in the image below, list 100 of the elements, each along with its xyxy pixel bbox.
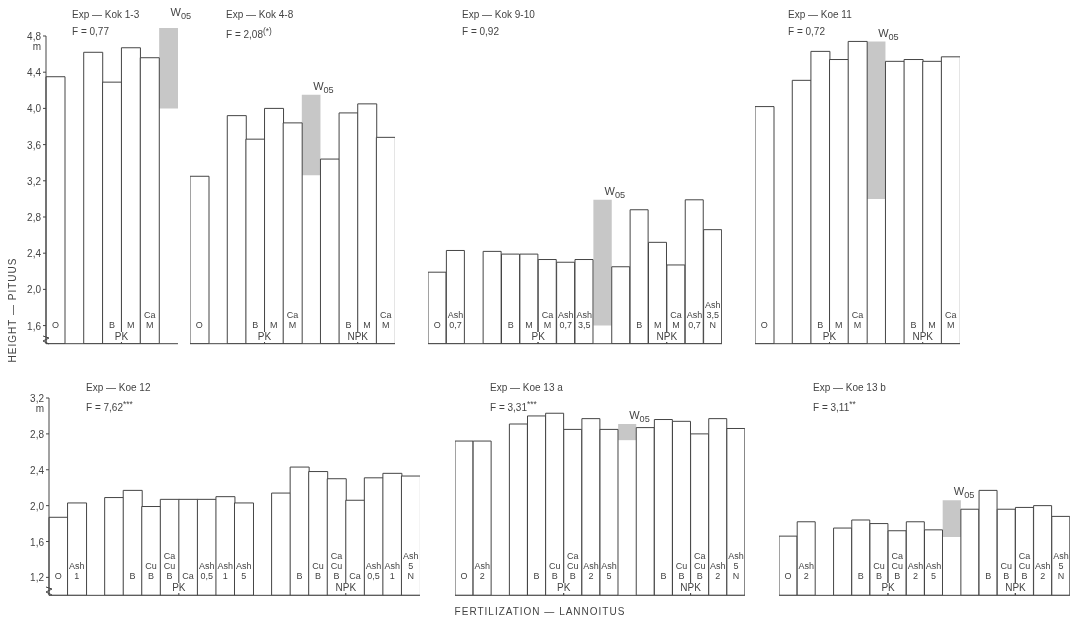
x-tick-label: Ash 2	[474, 560, 490, 581]
x-tick-label: M	[525, 319, 533, 330]
x-axis-title: FERTILIZATION — LANNOITUS	[454, 606, 626, 617]
y-tick-label: 3,2	[27, 176, 42, 188]
annotation: PK	[113, 331, 130, 342]
x-tick-label: Ash 0,7	[558, 309, 574, 330]
chart-title: Exp — Koe 11	[788, 9, 852, 20]
y-tick-label: 3,2 m	[30, 392, 45, 414]
x-tick-label: Cu B	[145, 560, 157, 581]
band-label: W$_{05}$	[629, 408, 650, 424]
band-label: W$_{05}$	[953, 484, 975, 501]
annotation: NPK	[679, 582, 702, 593]
x-tick-label: Ash 2	[798, 560, 815, 581]
y-tick-label: 1,2	[30, 572, 45, 584]
x-tick-label: B	[109, 319, 115, 330]
x-tick-label: Ca	[182, 570, 194, 581]
x-tick-label: Cu B	[1000, 560, 1013, 581]
annotation: NPK	[334, 582, 358, 593]
x-tick-label: Ca M	[541, 309, 554, 330]
chart-title: Exp — Koe 13 b	[813, 382, 886, 393]
x-tick-label: B	[252, 319, 259, 330]
band-label: W$_{05}$	[313, 80, 334, 96]
x-tick-label: B	[660, 570, 667, 581]
x-tick-label: Ca M	[944, 309, 957, 330]
annotation: PK	[556, 582, 572, 593]
x-tick-label: Ash 5 N	[728, 550, 744, 581]
x-tick-label: Ca M	[143, 309, 156, 330]
chart-title: Exp — Koe 12	[86, 382, 151, 393]
x-tick-label: Ash 1	[69, 560, 85, 581]
x-tick-label: B	[345, 319, 352, 330]
chart-subtitle: F = 0,92	[462, 26, 499, 37]
y-tick-label: 4,0	[27, 103, 42, 115]
chart-subtitle: F = 2,08$^{(*)}$	[226, 26, 272, 41]
x-tick-label: Cu B	[675, 560, 688, 581]
x-tick-label: Ca M	[379, 309, 392, 330]
chart-title: Exp — Kok 1-3	[72, 9, 140, 20]
x-tick-label: M	[835, 319, 843, 330]
x-tick-label: B	[817, 319, 824, 330]
y-tick-label: 4,4	[27, 67, 42, 79]
chart-title: Exp — Kok 4-8	[226, 9, 294, 20]
x-tick-label: Ash 0,7	[686, 309, 703, 330]
x-tick-label: Ash 3,5	[576, 309, 592, 330]
annotation: PK	[256, 331, 273, 342]
y-tick-label: 2,4	[27, 248, 42, 260]
x-tick-label: B	[507, 319, 514, 330]
y-tick-label: 1,6	[30, 536, 45, 548]
chart-subtitle: F = 0,72	[788, 26, 825, 37]
annotation: PK	[880, 582, 896, 593]
annotation: NPK	[346, 331, 369, 342]
x-tick-label: Ca M	[851, 309, 864, 330]
y-tick-label: 2,0	[27, 284, 42, 296]
y-tick-label: 2,4	[30, 464, 45, 476]
x-tick-label: Ash 5	[601, 560, 617, 581]
chart-title: Exp — Kok 9-10	[462, 9, 535, 20]
x-tick-label: Ash 3,5 N	[705, 299, 721, 330]
x-tick-label: Ash 2	[583, 560, 599, 581]
chart-subtitle: F = 3,11$^{**}$	[813, 399, 856, 414]
x-tick-label: Cu B	[873, 560, 885, 581]
x-tick-label: Ca M	[670, 309, 682, 330]
x-tick-label: B	[985, 570, 992, 581]
x-tick-label: Ca Cu B	[163, 550, 176, 581]
x-tick-label: B	[857, 570, 864, 581]
x-tick-label: Ash 5 N	[402, 550, 419, 581]
annotation: PK	[821, 331, 838, 342]
band-label: W$_{05}$	[170, 5, 192, 22]
x-tick-label: O	[195, 319, 203, 330]
x-tick-label: Ash 5	[925, 560, 942, 581]
x-tick-label: Ash 2	[710, 560, 726, 581]
x-tick-label: Ash 0,5	[198, 560, 215, 581]
y-axis-title: HEIGHT — PITUUS	[6, 257, 18, 363]
x-tick-label: Ash 1	[217, 560, 233, 581]
x-tick-label: Ca	[349, 570, 361, 581]
x-tick-label: Cu B	[548, 560, 561, 581]
x-tick-label: B	[636, 319, 643, 330]
annotation: PK	[171, 582, 187, 593]
band-label: W$_{05}$	[878, 26, 899, 42]
y-tick-label: 1,6	[27, 320, 42, 332]
chart-title: Exp — Koe 13 a	[490, 382, 563, 393]
x-tick-label: O	[460, 570, 468, 581]
band-label: W$_{05}$	[604, 185, 626, 201]
x-tick-label: B	[533, 570, 540, 581]
y-tick-label: 2,8	[27, 212, 42, 224]
x-tick-label: Ca Cu B	[1018, 550, 1031, 581]
x-tick-label: Ash 1	[384, 560, 400, 581]
annotation: PK	[530, 331, 546, 342]
x-tick-label: Ca Cu B	[330, 550, 343, 581]
annotation: NPK	[911, 331, 934, 342]
x-tick-label: Ash 2	[907, 560, 924, 581]
x-tick-label: M	[653, 319, 662, 330]
x-tick-label: O	[784, 570, 792, 581]
x-tick-label: Ash 5 N	[1053, 550, 1069, 581]
x-tick-label: O	[54, 570, 62, 581]
x-tick-label: Ash 5	[236, 560, 252, 581]
x-tick-label: Ash 0,7	[447, 309, 464, 330]
x-tick-label: Ca Cu B	[891, 550, 903, 581]
x-tick-label: M	[928, 319, 936, 330]
x-tick-label: B	[296, 570, 303, 581]
y-tick-label: 2,0	[30, 500, 45, 512]
x-tick-label: M	[270, 319, 278, 330]
x-tick-label: Cu B	[312, 560, 324, 581]
